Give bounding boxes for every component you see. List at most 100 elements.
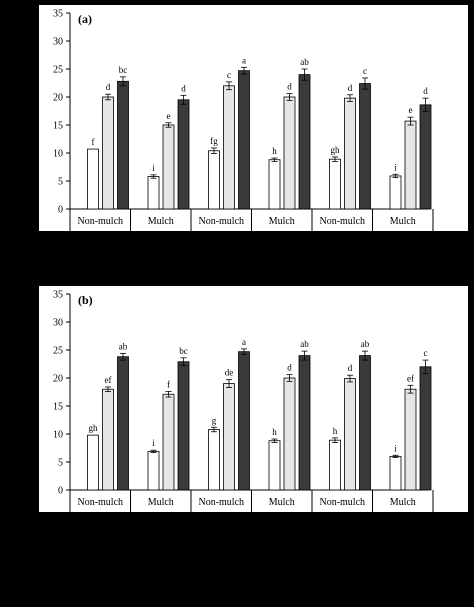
significance-letter: e: [409, 105, 413, 115]
y-tick-label: 15: [53, 402, 63, 413]
bar: [419, 104, 432, 210]
bar: [87, 148, 99, 210]
bar: [268, 159, 281, 210]
significance-letter: d: [287, 363, 292, 373]
significance-letter: i: [394, 162, 397, 172]
y-tick-label: 5: [58, 458, 63, 469]
y-tick-label: 35: [53, 9, 63, 20]
bar: [102, 96, 114, 210]
significance-letter: bc: [179, 346, 188, 356]
bar: [404, 388, 417, 491]
bar: [404, 120, 417, 210]
category-label: Non-mulch: [77, 497, 123, 508]
significance-letter: de: [225, 368, 234, 378]
significance-letter: ef: [407, 373, 414, 383]
y-tick-label: 35: [53, 290, 63, 301]
y-tick-label: 15: [53, 121, 63, 132]
panel-label: (a): [78, 12, 92, 26]
y-tick-label: 10: [53, 149, 63, 160]
significance-letter: e: [167, 111, 171, 121]
y-tick-label: 30: [53, 37, 63, 48]
bar: [208, 429, 220, 491]
significance-letter: gh: [89, 423, 99, 433]
significance-letter: f: [92, 137, 95, 147]
bar: [268, 440, 281, 491]
significance-letter: ab: [300, 339, 309, 349]
bar: [177, 361, 190, 491]
bar: [147, 176, 160, 210]
chart-b: 0 5 10 15 20 25 30 35 Non-mulch Mulch Non-mulch Mul…: [53, 290, 434, 512]
y-tick-label: 10: [53, 430, 63, 441]
bar: [329, 439, 341, 491]
panel-b: 0 5 10 15 20 25 30 35 Non-mulch Mulch Non-mulch Mul…: [39, 286, 468, 512]
bar: [117, 356, 129, 491]
y-tick-label: 0: [58, 486, 63, 497]
category-label: Mulch: [390, 497, 416, 508]
significance-letter: ab: [119, 341, 128, 351]
panel-a: 0 5 10 15 20 25 30 35 Non-mulch Mulch Non-mulch Mul…: [39, 5, 468, 231]
bar: [283, 96, 296, 210]
category-label: Mulch: [148, 216, 174, 227]
bar: [298, 74, 311, 210]
bar: [177, 99, 190, 210]
significance-letter: a: [242, 55, 246, 65]
bar: [359, 355, 371, 491]
panel-label: (b): [78, 293, 93, 307]
bar: [208, 150, 220, 210]
significance-letter: i: [152, 163, 155, 173]
bar: [344, 97, 356, 210]
category-label: Non-mulch: [319, 216, 365, 227]
significance-letter: fg: [210, 136, 218, 146]
bar: [87, 434, 99, 491]
y-tick-label: 25: [53, 346, 63, 357]
bar: [389, 455, 402, 491]
bar: [389, 175, 402, 210]
significance-letter: i: [394, 443, 397, 453]
bar: [102, 388, 114, 491]
bar: [162, 124, 175, 210]
significance-letter: i: [152, 438, 155, 448]
category-label: Mulch: [390, 216, 416, 227]
bar: [298, 355, 311, 491]
bar: [329, 158, 341, 210]
significance-letter: h: [272, 146, 277, 156]
significance-letter: h: [333, 426, 338, 436]
bar: [147, 450, 160, 491]
significance-letter: d: [348, 83, 353, 93]
bar: [283, 377, 296, 491]
significance-letter: ef: [105, 375, 112, 385]
category-label: Mulch: [269, 216, 295, 227]
y-tick-label: 30: [53, 318, 63, 329]
category-label: Non-mulch: [77, 216, 123, 227]
significance-letter: gh: [331, 145, 341, 155]
category-label: Non-mulch: [198, 216, 244, 227]
bar: [238, 351, 250, 491]
bar: [223, 383, 235, 491]
category-label: Mulch: [148, 497, 174, 508]
bar: [419, 366, 432, 491]
significance-letter: c: [363, 66, 367, 76]
significance-letter: d: [181, 83, 186, 93]
y-tick-label: 20: [53, 93, 63, 104]
significance-letter: d: [106, 82, 111, 92]
category-label: Non-mulch: [198, 497, 244, 508]
significance-letter: a: [242, 337, 246, 347]
significance-letter: d: [423, 86, 428, 96]
bar: [344, 378, 356, 491]
significance-letter: d: [348, 363, 353, 373]
significance-letter: g: [212, 415, 217, 425]
significance-letter: ab: [361, 339, 370, 349]
chart-a: 0 5 10 15 20 25 30 35 Non-mulch Mulch Non-mulch Mul…: [53, 9, 434, 231]
y-tick-label: 0: [58, 205, 63, 216]
significance-letter: ab: [300, 57, 309, 67]
bar: [117, 80, 129, 210]
significance-letter: c: [424, 348, 428, 358]
bar: [238, 70, 250, 210]
bar: [359, 83, 371, 210]
y-tick-label: 5: [58, 177, 63, 188]
y-tick-label: 20: [53, 374, 63, 385]
category-label: Mulch: [269, 497, 295, 508]
bar: [223, 85, 235, 210]
significance-letter: h: [272, 427, 277, 437]
